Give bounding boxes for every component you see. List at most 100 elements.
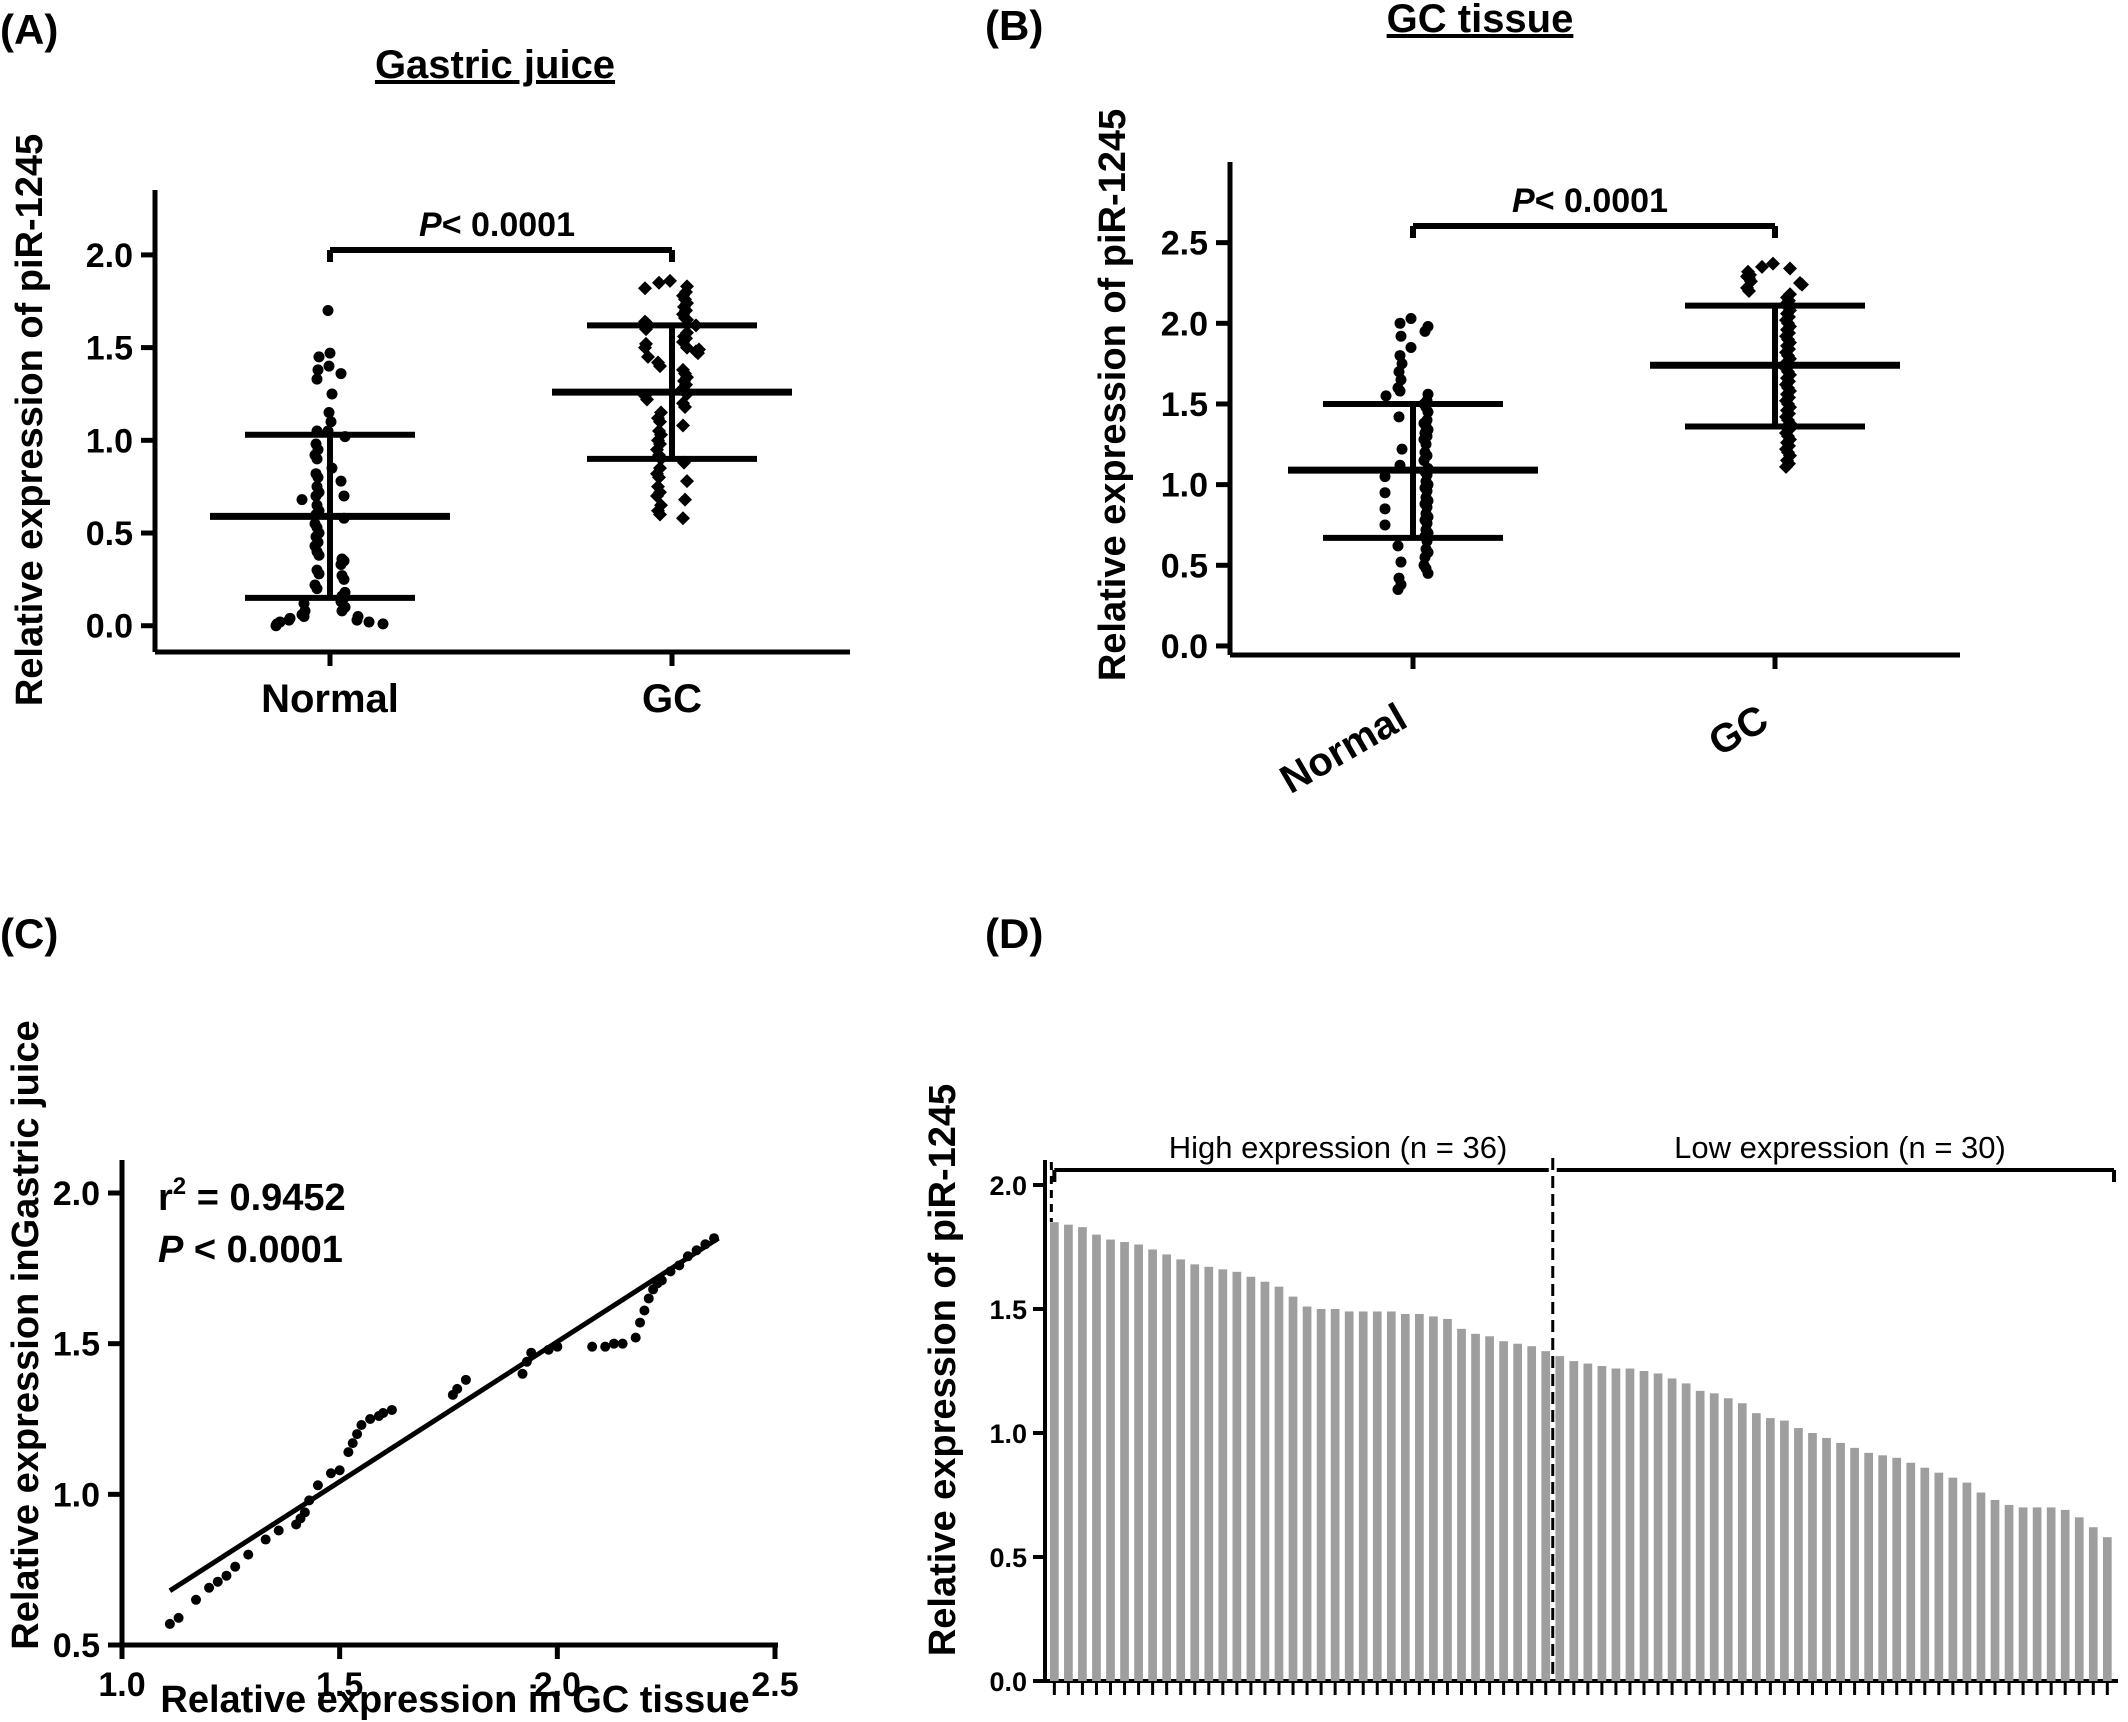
chart-d-bar bbox=[1962, 1482, 1972, 1681]
chart-b-point-normal bbox=[1422, 406, 1434, 418]
chart-d-bar bbox=[1934, 1472, 1944, 1681]
chart-c-point bbox=[334, 1465, 345, 1476]
chart-d-bar bbox=[1092, 1234, 1101, 1681]
chart-b-x-tick-label: GC bbox=[1702, 697, 1776, 765]
chart-c-marks bbox=[164, 1233, 720, 1629]
chart-c-x-tick-label: 1.5 bbox=[316, 1666, 363, 1704]
chart-c-point bbox=[260, 1534, 271, 1545]
chart-d-bar bbox=[1064, 1224, 1073, 1681]
chart-c-y-tick-label: 0.5 bbox=[53, 1627, 100, 1665]
chart-b-point-normal bbox=[1394, 317, 1406, 329]
chart-a-point-normal bbox=[313, 549, 325, 561]
chart-a-point-normal bbox=[335, 368, 347, 380]
chart-d-bar bbox=[1232, 1271, 1242, 1681]
chart-b-ylabel: Relative expression of piR-1245 bbox=[1092, 109, 1134, 681]
chart-d-bar bbox=[1892, 1457, 1902, 1681]
chart-c-point bbox=[608, 1338, 619, 1349]
chart-d-bar bbox=[1372, 1311, 1382, 1681]
chart-c-point bbox=[304, 1495, 315, 1506]
chart-a-point-gc bbox=[638, 281, 652, 296]
chart-a-point-gc bbox=[653, 359, 667, 374]
chart-c-point bbox=[682, 1251, 693, 1262]
chart-d-group-high-label: High expression (n = 36) bbox=[1169, 1130, 1508, 1165]
chart-b-point-normal bbox=[1419, 551, 1431, 563]
chart-d-bar bbox=[1920, 1467, 1930, 1681]
chart-d-bar bbox=[1639, 1371, 1649, 1681]
chart-a-x-tick-label: GC bbox=[642, 677, 702, 721]
chart-d-bar bbox=[1836, 1442, 1845, 1681]
chart-b-point-normal bbox=[1379, 519, 1391, 531]
chart-d-marks bbox=[1049, 1158, 2116, 1681]
chart-a-point-gc bbox=[663, 273, 677, 288]
chart-b-point-normal bbox=[1419, 325, 1431, 337]
chart-c-r2-sup: 2 bbox=[173, 1173, 186, 1200]
chart-d-bar bbox=[1948, 1477, 1958, 1681]
chart-d-bar bbox=[1723, 1398, 1733, 1681]
chart-d-bar bbox=[1990, 1499, 2000, 1681]
chart-c-point bbox=[635, 1317, 646, 1328]
chart-d-bar bbox=[1794, 1428, 1803, 1681]
chart-c-point bbox=[526, 1347, 537, 1358]
chart-b-p-text: < 0.0001 bbox=[1535, 182, 1668, 220]
chart-b-point-gc bbox=[1755, 259, 1769, 274]
chart-d-bar bbox=[1218, 1269, 1228, 1681]
chart-b-point-normal bbox=[1392, 540, 1404, 552]
chart-d-bar bbox=[1850, 1447, 1859, 1681]
chart-c-point bbox=[343, 1447, 354, 1458]
chart-c-x-tick-label: 1.0 bbox=[98, 1666, 145, 1704]
chart-d-bar bbox=[2074, 1517, 2084, 1681]
chart-d-bar bbox=[1878, 1455, 1888, 1681]
chart-d-bar bbox=[2032, 1507, 2042, 1681]
chart-b-axes: 0.0 0.5 1.0 1.5 2.0 2.5 Normal GC bbox=[1161, 162, 1960, 802]
chart-d-bar bbox=[1611, 1368, 1621, 1681]
chart-d-bar bbox=[1864, 1452, 1873, 1681]
chart-a-point-gc bbox=[678, 399, 692, 414]
chart-a-point-normal bbox=[325, 416, 337, 428]
chart-d-bar bbox=[1485, 1336, 1494, 1681]
chart-a-point-normal bbox=[283, 614, 295, 626]
chart-a-point-normal bbox=[311, 373, 323, 385]
chart-b-y-tick-label: 2.0 bbox=[1161, 305, 1208, 343]
chart-d-bar bbox=[2004, 1504, 2014, 1681]
chart-d-bar bbox=[1976, 1492, 1986, 1681]
chart-c-p-text: < 0.0001 bbox=[183, 1229, 343, 1271]
chart-a-point-gc bbox=[676, 418, 690, 433]
chart-a-point-normal bbox=[377, 618, 389, 630]
chart-d-bar bbox=[1400, 1313, 1410, 1681]
chart-a-point-normal bbox=[323, 360, 335, 372]
chart-d-bar bbox=[1555, 1356, 1565, 1681]
chart-a-point-normal bbox=[312, 471, 324, 483]
chart-d-bar bbox=[1176, 1259, 1186, 1681]
chart-d-bar bbox=[1808, 1433, 1817, 1681]
panel-d-chart: Relative expression of piR-1245 0.0 0.5 1.… bbox=[922, 1084, 2118, 1697]
chart-a-point-normal bbox=[335, 559, 347, 571]
chart-a-point-gc bbox=[640, 392, 654, 407]
chart-d-bar bbox=[1569, 1361, 1579, 1681]
chart-d-bar bbox=[1667, 1378, 1677, 1681]
chart-b-point-normal bbox=[1379, 503, 1391, 515]
chart-b-point-normal bbox=[1422, 567, 1434, 579]
chart-d-bar bbox=[2046, 1507, 2056, 1681]
panel-c-letter: (C) bbox=[0, 910, 58, 957]
chart-b-point-normal bbox=[1393, 411, 1405, 423]
chart-c-point bbox=[221, 1570, 232, 1581]
chart-a-point-normal bbox=[298, 610, 310, 622]
chart-a-point-gc bbox=[652, 275, 666, 290]
chart-d-bar bbox=[1653, 1373, 1663, 1681]
chart-a-point-normal bbox=[311, 453, 323, 465]
chart-a-point-normal bbox=[338, 490, 350, 502]
chart-c-point bbox=[517, 1368, 528, 1379]
chart-a-point-normal bbox=[326, 388, 338, 400]
chart-c-point bbox=[204, 1582, 215, 1593]
chart-a-y-tick-label: 0.5 bbox=[86, 515, 133, 553]
chart-b-y-tick-label: 0.5 bbox=[1161, 547, 1208, 585]
chart-d-bar bbox=[1148, 1249, 1157, 1681]
chart-a-point-normal bbox=[311, 583, 323, 595]
chart-c-point bbox=[173, 1612, 184, 1623]
chart-d-bar bbox=[1050, 1222, 1059, 1681]
panel-b-letter: (B) bbox=[985, 2, 1043, 49]
chart-a-y-tick-label: 1.5 bbox=[86, 330, 133, 368]
chart-b-y-tick-label: 1.0 bbox=[1161, 467, 1208, 505]
chart-c-point bbox=[356, 1420, 367, 1431]
